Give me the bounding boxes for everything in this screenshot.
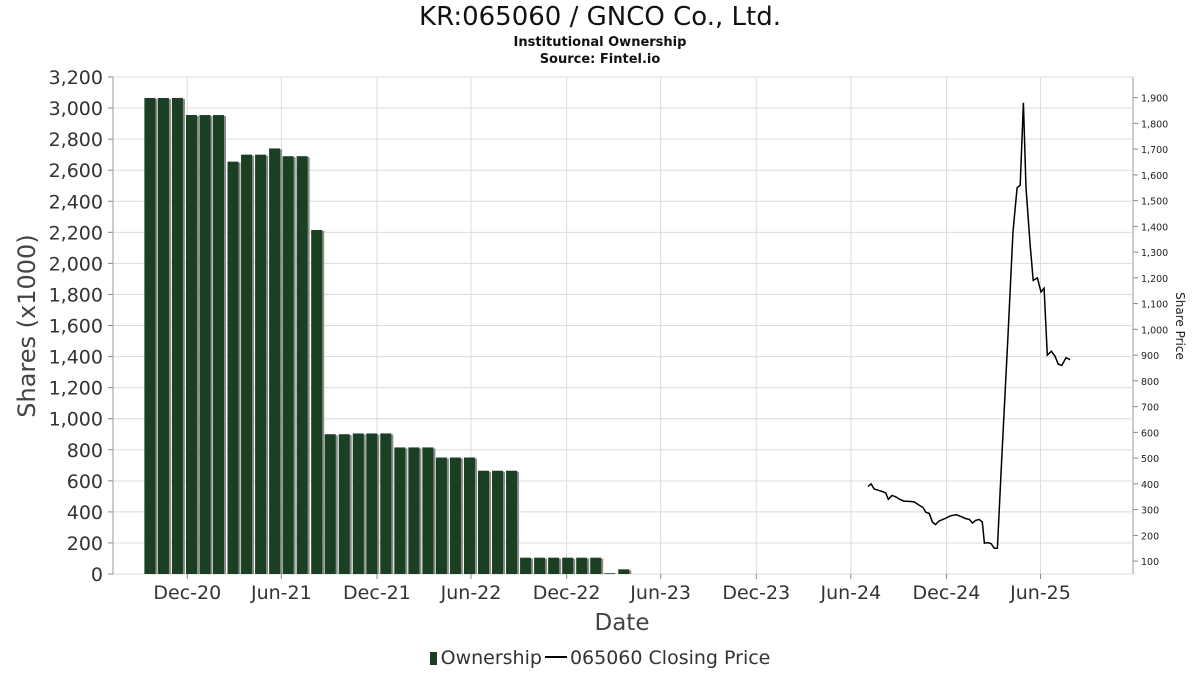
ownership-bar bbox=[492, 470, 504, 574]
y-tick-label: 2,800 bbox=[49, 129, 103, 151]
y2-tick-label: 700 bbox=[1141, 403, 1159, 414]
y-tick-label: 2,400 bbox=[49, 191, 103, 213]
y2-tick-label: 300 bbox=[1141, 506, 1159, 517]
ownership-bar bbox=[422, 447, 434, 574]
ownership-bar bbox=[171, 97, 183, 574]
ownership-bar bbox=[463, 457, 475, 574]
x-tick-label: Dec-24 bbox=[913, 582, 981, 604]
y-tick-label: 2,600 bbox=[49, 160, 103, 182]
legend: Ownership 065060 Closing Price bbox=[0, 647, 1200, 669]
y2-tick-label: 1,200 bbox=[1141, 274, 1168, 285]
y2-tick-label: 1,700 bbox=[1141, 145, 1168, 156]
y-tick-label: 200 bbox=[67, 533, 103, 555]
ownership-bar bbox=[212, 115, 224, 574]
y2-tick-label: 1,600 bbox=[1141, 171, 1168, 182]
ownership-bar bbox=[534, 557, 546, 574]
ownership-bar bbox=[506, 470, 518, 574]
x-tick-label: Dec-20 bbox=[153, 582, 221, 604]
ownership-bar bbox=[352, 433, 364, 574]
ownership-bar bbox=[227, 161, 239, 574]
x-tick-label: Jun-22 bbox=[440, 582, 502, 604]
legend-price: 065060 Closing Price bbox=[569, 647, 771, 669]
y2-axis-label: Share Price bbox=[1173, 292, 1187, 360]
chart-subtitle: Institutional Ownership bbox=[513, 35, 687, 50]
y-tick-label: 1,000 bbox=[49, 409, 103, 431]
y-tick-label: 1,200 bbox=[49, 378, 103, 400]
x-tick-label: Dec-22 bbox=[533, 582, 601, 604]
ownership-bar bbox=[324, 434, 336, 574]
y2-tick-label: 1,900 bbox=[1141, 94, 1168, 105]
y2-tick-label: 1,500 bbox=[1141, 197, 1168, 208]
y2-tick-label: 200 bbox=[1141, 531, 1159, 542]
x-tick-label: Jun-25 bbox=[1009, 582, 1071, 604]
ownership-bar bbox=[435, 457, 447, 574]
right-axis-ticks: 100 200 300 400 500 600 700 800 900 1,000 1,100 1,2… bbox=[1133, 94, 1168, 568]
legend-ownership: Ownership bbox=[440, 647, 542, 669]
ownership-bar bbox=[576, 557, 588, 574]
ownership-bar bbox=[241, 154, 253, 574]
price-line-swatch bbox=[544, 656, 567, 658]
x-tick-label: Jun-21 bbox=[250, 582, 312, 604]
ownership-swatch bbox=[429, 652, 437, 665]
x-tick-label: Jun-24 bbox=[819, 582, 881, 604]
y2-tick-label: 100 bbox=[1141, 557, 1159, 568]
y2-tick-label: 900 bbox=[1141, 351, 1159, 362]
y2-tick-label: 1,300 bbox=[1141, 248, 1168, 259]
y-tick-label: 1,400 bbox=[49, 347, 103, 369]
y-tick-label: 3,200 bbox=[49, 67, 103, 89]
ownership-bar bbox=[449, 457, 461, 574]
ownership-bar bbox=[590, 557, 602, 574]
ownership-bar bbox=[185, 115, 197, 574]
ownership-bar bbox=[338, 434, 350, 574]
x-tick-label: Dec-23 bbox=[722, 582, 790, 604]
y-tick-label: 2,000 bbox=[49, 253, 103, 275]
y-tick-label: 1,800 bbox=[49, 284, 103, 306]
chart-title: KR:065060 / GNCO Co., Ltd. bbox=[419, 2, 781, 32]
ownership-bar bbox=[548, 557, 560, 574]
x-tick-label: Dec-21 bbox=[343, 582, 411, 604]
ownership-bars bbox=[144, 97, 632, 574]
y-axis-label: Shares (x1000) bbox=[13, 234, 41, 417]
y2-tick-label: 800 bbox=[1141, 377, 1159, 388]
x-axis-label: Date bbox=[595, 610, 650, 636]
ownership-bar bbox=[282, 156, 294, 574]
chart-source: Source: Fintel.io bbox=[539, 52, 661, 67]
ownership-bar bbox=[604, 573, 616, 574]
ownership-bar bbox=[520, 557, 532, 574]
y2-tick-label: 1,800 bbox=[1141, 119, 1168, 130]
ownership-bar bbox=[269, 148, 281, 574]
ownership-bar bbox=[144, 97, 156, 574]
y-tick-label: 400 bbox=[67, 502, 103, 524]
y2-tick-label: 600 bbox=[1141, 428, 1159, 439]
ownership-bar bbox=[311, 229, 323, 574]
ownership-bar bbox=[408, 447, 420, 574]
y-tick-label: 2,200 bbox=[49, 222, 103, 244]
y2-tick-label: 1,100 bbox=[1141, 300, 1168, 311]
x-axis-ticks: Dec-20 Jun-21 Dec-21 Jun-22 Dec-22 Jun-23 Dec-… bbox=[153, 574, 1071, 604]
ownership-bar bbox=[477, 470, 489, 574]
y-tick-label: 0 bbox=[91, 564, 103, 586]
ownership-bar bbox=[157, 97, 169, 574]
y-tick-label: 3,000 bbox=[49, 98, 103, 120]
ownership-bar bbox=[296, 156, 308, 574]
y-tick-label: 1,600 bbox=[49, 316, 103, 338]
ownership-bar bbox=[199, 115, 211, 574]
y-tick-label: 800 bbox=[67, 440, 103, 462]
y2-tick-label: 1,000 bbox=[1141, 325, 1168, 336]
ownership-bar bbox=[255, 154, 267, 574]
ownership-bar bbox=[380, 433, 392, 574]
ownership-bar bbox=[394, 447, 406, 574]
y-tick-label: 600 bbox=[67, 471, 103, 493]
y2-tick-label: 500 bbox=[1141, 454, 1159, 465]
ownership-bar bbox=[618, 569, 630, 574]
ownership-bar bbox=[366, 433, 378, 574]
x-tick-label: Jun-23 bbox=[629, 582, 691, 604]
y2-tick-label: 400 bbox=[1141, 480, 1159, 491]
left-axis-ticks: 0 200 400 600 800 1,000 1,200 1,400 1,600 1,800 2,… bbox=[49, 67, 113, 586]
y2-tick-label: 1,400 bbox=[1141, 222, 1168, 233]
ownership-bar bbox=[562, 557, 574, 574]
price-line bbox=[867, 102, 1071, 549]
